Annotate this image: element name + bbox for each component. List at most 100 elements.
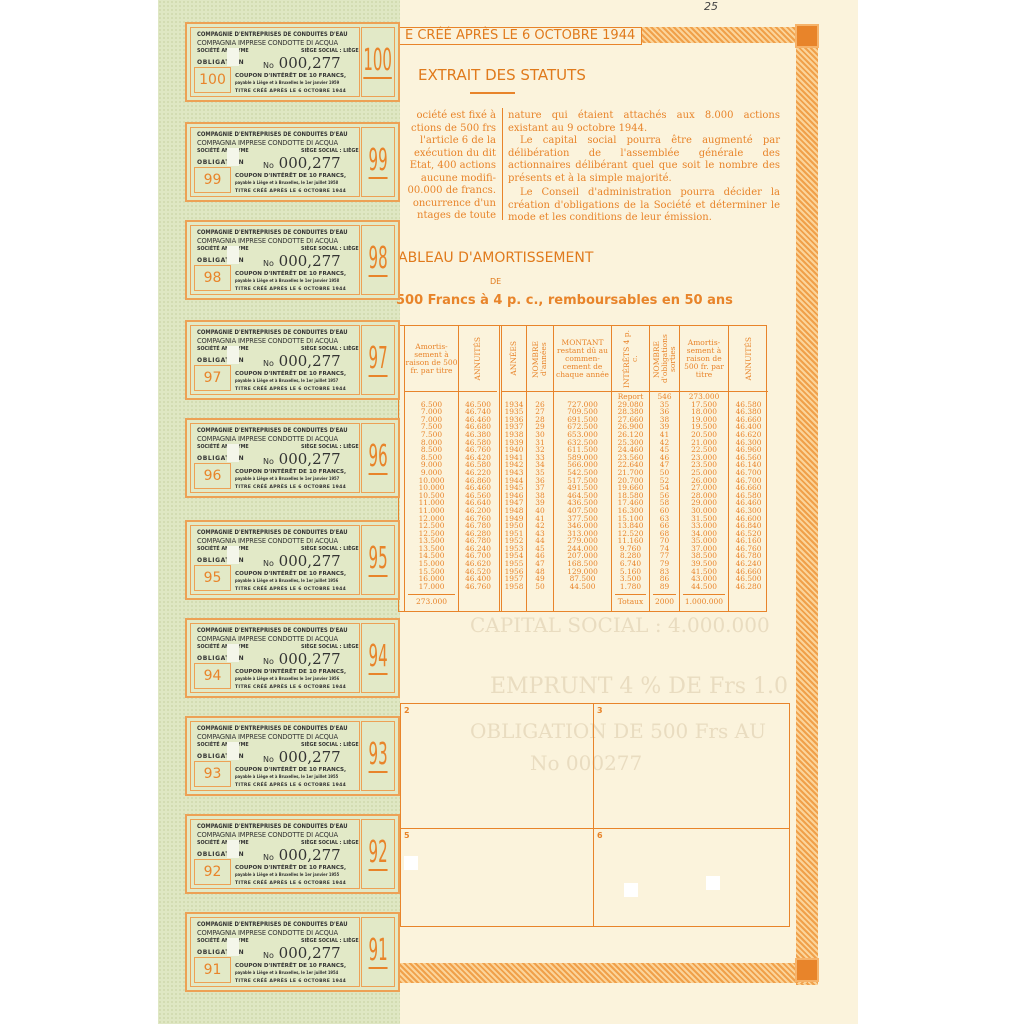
table-cell: 46.460	[465, 414, 491, 424]
number-value: 000,277	[278, 846, 341, 864]
table-cell: 13.500	[418, 536, 445, 546]
cancellation-punch	[227, 246, 239, 264]
column-header: MONTANT restant dû au commen-cement de c…	[556, 337, 609, 379]
table-cell: 9.000	[420, 460, 443, 470]
statuts-line: 00.000 de francs.	[407, 185, 496, 196]
total-rule	[683, 594, 725, 595]
table-cell: 709.500	[567, 407, 598, 417]
interest-coupon[interactable]: COMPAGNIE D'ENTREPRISES DE CONDUITES D'E…	[185, 320, 400, 400]
company-name-fr: COMPAGNIE D'ENTREPRISES DE CONDUITES D'E…	[197, 921, 348, 928]
coupon-interest: COUPON D'INTÉRÊT DE 10 FRANCS,	[235, 271, 347, 277]
table-cell: 41	[659, 429, 670, 439]
coupon-titre: TITRE CRÉÉ APRÈS LE 6 OCTOBRE 1944	[235, 89, 347, 94]
interest-coupon[interactable]: COMPAGNIE D'ENTREPRISES DE CONDUITES D'E…	[185, 220, 400, 300]
table-cell: 19.000	[691, 414, 717, 424]
table-cell: 39	[659, 422, 670, 432]
amortization-de: DE	[490, 277, 502, 286]
coupon-body: COMPAGNIE D'ENTREPRISES DE CONDUITES D'E…	[190, 917, 360, 987]
table-cell: 20.500	[691, 429, 717, 439]
total-rule	[653, 594, 676, 595]
statuts-line: Etat, 400 actions	[409, 160, 496, 171]
bond-number: No 000,277	[263, 749, 341, 768]
coupon-stub: 92	[361, 819, 395, 889]
interest-coupon[interactable]: COMPAGNIE D'ENTREPRISES DE CONDUITES D'E…	[185, 22, 400, 102]
table-cell: 10.000	[418, 475, 445, 485]
table-cell: 24.460	[617, 445, 644, 455]
column-header: NOMBRE d'années	[531, 339, 548, 378]
table-cell: 19.660	[617, 483, 644, 493]
table-column: ANNUITÉS 46.580 46.380 46.660 46.400 46.620 4…	[728, 326, 768, 611]
report-cell: 273.000	[688, 392, 720, 401]
table-cell: 8.500	[420, 452, 443, 462]
bond-number: No 000,277	[263, 253, 341, 272]
table-cell: 46.640	[465, 498, 491, 508]
table-cell: 46.160	[735, 536, 762, 546]
cancellation-punch	[227, 644, 239, 662]
table-cell: 46.580	[465, 460, 491, 470]
interest-coupon[interactable]: COMPAGNIE D'ENTREPRISES DE CONDUITES D'E…	[185, 716, 400, 796]
table-cell: 129.000	[567, 566, 598, 576]
total-cell: 1.000.000	[684, 597, 724, 606]
coupon-body: COMPAGNIE D'ENTREPRISES DE CONDUITES D'E…	[190, 525, 360, 595]
show-through-text: No 000277	[530, 751, 643, 775]
bond-number: No 000,277	[263, 55, 341, 74]
box-divider	[593, 704, 594, 926]
interest-coupon[interactable]: COMPAGNIE D'ENTREPRISES DE CONDUITES D'E…	[185, 520, 400, 600]
company-name-fr: COMPAGNIE D'ENTREPRISES DE CONDUITES D'E…	[197, 627, 348, 634]
table-cell: 17.460	[617, 498, 644, 508]
table-cell: 66	[659, 521, 670, 531]
table-cell: 46.860	[465, 475, 491, 485]
table-cell: 39.500	[691, 559, 717, 569]
amortization-subtitle: 500 Francs à 4 p. c., remboursables en 5…	[396, 293, 733, 308]
coupon-number-large: 92	[368, 835, 388, 871]
coupon-payable: payable à Liège et à Bruxelles, le 1er j…	[235, 181, 339, 186]
number-prefix: No	[263, 457, 274, 466]
table-cell: 589.000	[567, 452, 598, 462]
table-cell: 12.500	[418, 528, 445, 538]
table-cell: 407.500	[567, 505, 598, 515]
coupon-number-small: 96	[194, 463, 231, 489]
statuts-left-column: ociété est fixé à ctions de 500 frs l'arti…	[398, 110, 496, 223]
table-cell: 46.840	[735, 521, 762, 531]
table-cell: 46.760	[465, 445, 491, 455]
table-cell: 41.500	[691, 566, 717, 576]
column-header: ANNÉES	[509, 341, 518, 376]
table-cell: 38.500	[691, 551, 717, 561]
table-cell: 491.500	[567, 483, 598, 493]
interest-coupon[interactable]: COMPAGNIE D'ENTREPRISES DE CONDUITES D'E…	[185, 618, 400, 698]
table-cell: 86	[659, 574, 670, 584]
company-name-it: COMPAGNIA IMPRESE CONDOTTE DI ACQUA	[197, 634, 338, 643]
table-cell: 46.660	[735, 414, 762, 424]
table-cell: 42	[659, 437, 670, 447]
table-cell: 46	[535, 551, 545, 561]
table-cell: 37.000	[691, 543, 717, 553]
table-cell: 47	[659, 460, 670, 470]
societe-label: SOCIÉTÉ ANONYME	[197, 645, 249, 650]
table-cell: 46.700	[735, 467, 762, 477]
table-cell: 47	[535, 559, 545, 569]
interest-coupon[interactable]: COMPAGNIE D'ENTREPRISES DE CONDUITES D'E…	[185, 122, 400, 202]
table-cell: 9.000	[420, 467, 443, 477]
table-cell: 46.280	[465, 528, 491, 538]
table-cell: 1953	[504, 543, 524, 553]
box-number: 2	[404, 706, 410, 715]
coupon-number-large: 98	[368, 241, 388, 277]
table-cell: 31.500	[691, 513, 717, 523]
coupon-number-large: 99	[368, 143, 388, 179]
table-cell: 21.700	[617, 467, 644, 477]
company-name-it: COMPAGNIA IMPRESE CONDOTTE DI ACQUA	[197, 336, 338, 345]
table-cell: 35.000	[691, 536, 717, 546]
table-column: ANNÉES 1934 1935 1936 1937 1938 1939 1940 1941 1…	[499, 326, 526, 611]
coupon-number-large: 96	[368, 439, 388, 475]
bottom-border-band	[400, 963, 808, 983]
interest-coupon[interactable]: COMPAGNIE D'ENTREPRISES DE CONDUITES D'E…	[185, 912, 400, 992]
table-cell: 1956	[504, 566, 524, 576]
table-cell: 12.500	[418, 521, 445, 531]
interest-coupon[interactable]: COMPAGNIE D'ENTREPRISES DE CONDUITES D'E…	[185, 814, 400, 894]
coupon-stub: 98	[361, 225, 395, 295]
interest-coupon[interactable]: COMPAGNIE D'ENTREPRISES DE CONDUITES D'E…	[185, 418, 400, 498]
table-cell: 46.280	[735, 581, 762, 591]
coupon-number-small: 97	[194, 365, 231, 391]
table-cell: 32	[535, 445, 545, 455]
show-through-text: CAPITAL SOCIAL : 4.000.000	[470, 613, 770, 637]
